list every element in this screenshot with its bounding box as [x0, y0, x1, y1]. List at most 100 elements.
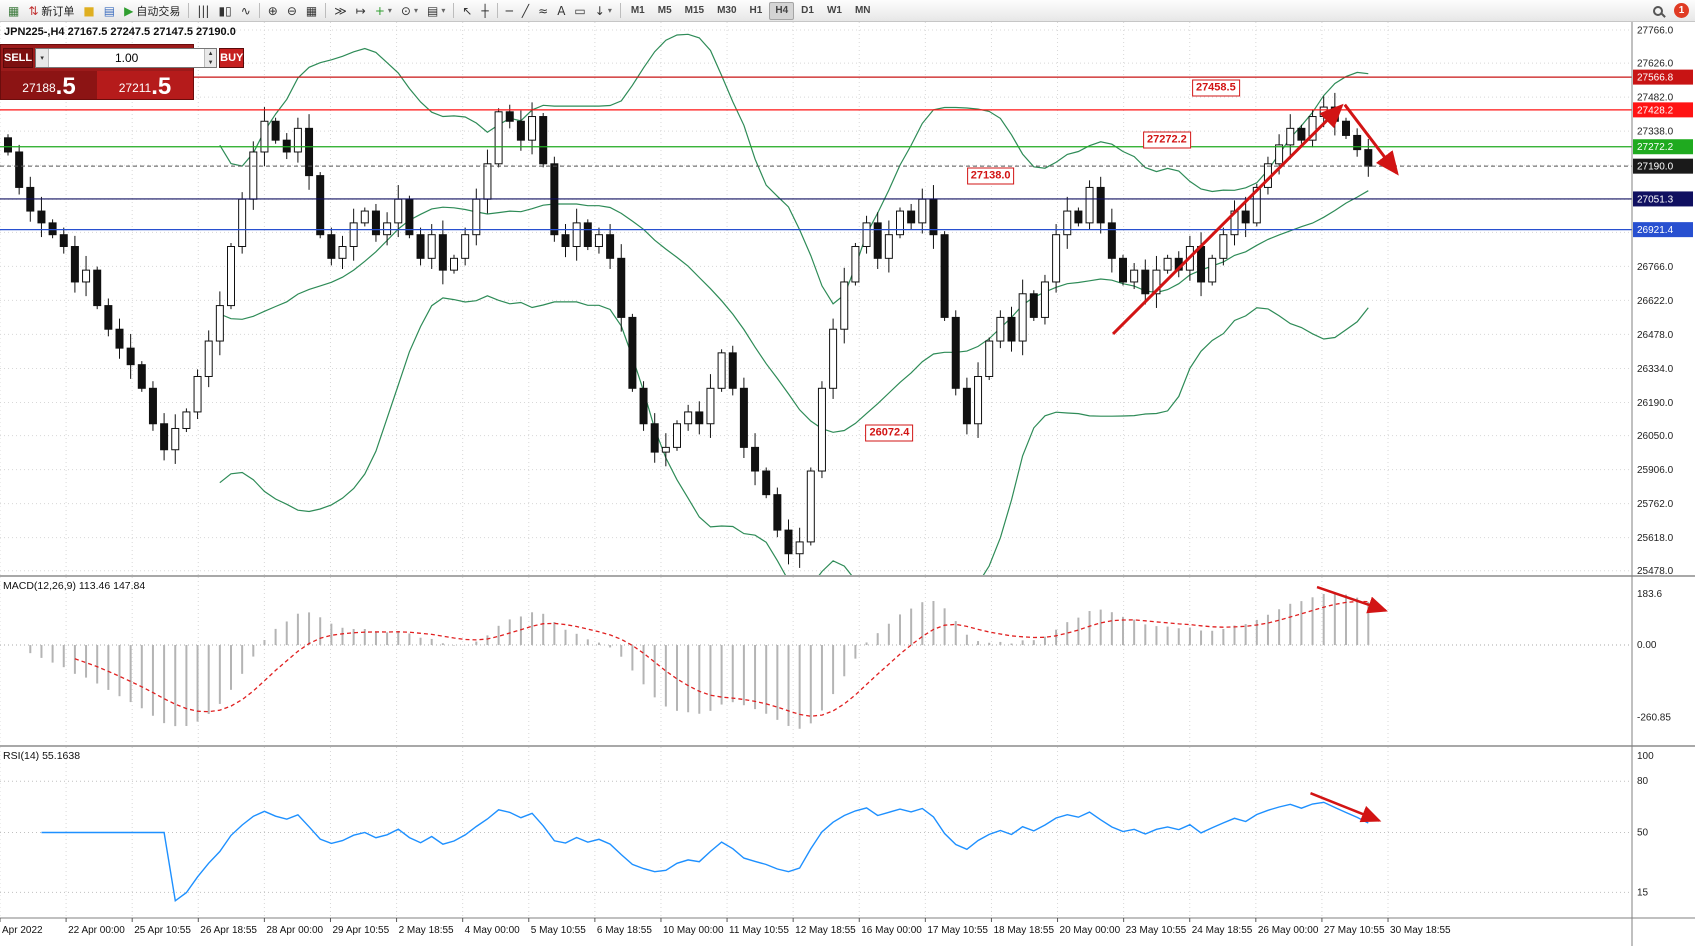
price-annotation[interactable]: 26072.4 — [865, 424, 914, 442]
periods-button[interactable]: ⊙ ▾ — [397, 2, 422, 20]
timeframe-h4[interactable]: H4 — [769, 1, 795, 20]
zoom-out-button[interactable]: ⊖ — [283, 2, 301, 20]
svg-text:26190.0: 26190.0 — [1637, 398, 1674, 409]
svg-text:28 Apr 00:00: 28 Apr 00:00 — [266, 925, 323, 936]
timeframe-m5[interactable]: M5 — [657, 5, 672, 16]
profiles-button[interactable]: ▤ — [100, 2, 119, 20]
trendline-button[interactable]: ╱ — [518, 2, 533, 20]
buy-price-main: 27211 — [118, 81, 152, 95]
svg-text:50: 50 — [1637, 828, 1649, 839]
autotrading-button[interactable]: ▶ 自动交易 — [120, 2, 184, 20]
panel-splitter[interactable] — [0, 575, 1695, 577]
auto-scroll-button[interactable]: ≫ — [330, 2, 351, 20]
svg-text:29 Apr 10:55: 29 Apr 10:55 — [332, 925, 389, 936]
volume-field: ▾ ▲ ▼ — [35, 48, 218, 68]
sell-price-main: 27188 — [22, 81, 56, 95]
auto-scroll-icon: ≫ — [334, 3, 347, 18]
macd-indicator-label: MACD(12,26,9) 113.46 147.84 — [3, 580, 146, 592]
trade-controls-row: SELL ▾ ▲ ▼ BUY — [1, 45, 245, 71]
svg-text:16 May 00:00: 16 May 00:00 — [861, 925, 922, 936]
buy-price[interactable]: 27211.5 — [97, 71, 193, 99]
price-annotation[interactable]: 27138.0 — [966, 167, 1015, 185]
svg-text:183.6: 183.6 — [1637, 589, 1662, 600]
sell-button[interactable]: SELL — [3, 48, 34, 68]
horizontal-line-button[interactable]: ─ — [502, 2, 517, 20]
timeframe-mn[interactable]: MN — [854, 5, 871, 16]
timeframe-h1[interactable]: H1 — [749, 5, 763, 16]
candlestick-chart-button[interactable]: ▮▯ — [214, 2, 235, 20]
time-axis[interactable]: Apr 2022 22 Apr 00:00 25 Apr 10:55 26 Apr 1… — [0, 918, 1451, 936]
line-chart-button[interactable]: ∿ — [237, 2, 255, 20]
svg-text:30 May 18:55: 30 May 18:55 — [1390, 925, 1451, 936]
zoom-in-button[interactable]: ⊕ — [264, 2, 282, 20]
profiles-icon: ▤ — [103, 3, 116, 18]
timeframe-d1[interactable]: D1 — [801, 5, 814, 16]
trend-arrow-rsi[interactable] — [1310, 792, 1382, 823]
svg-text:80: 80 — [1637, 776, 1649, 787]
bar-chart-icon: ||| — [197, 3, 210, 18]
bollinger-bands[interactable] — [219, 33, 1369, 600]
svg-text:27 May 10:55: 27 May 10:55 — [1324, 925, 1385, 936]
text-icon: A — [557, 3, 566, 18]
cursor-icon: ↖ — [462, 3, 473, 18]
search-icon[interactable] — [1653, 5, 1663, 16]
toolbar-separator — [496, 3, 498, 18]
bar-chart-button[interactable]: ||| — [193, 2, 213, 20]
svg-text:25478.0: 25478.0 — [1637, 566, 1674, 577]
indicators-button[interactable]: + ▾ — [371, 2, 396, 20]
chart-canvas[interactable]: 27766.027626.027482.027338.027194.027050… — [0, 22, 1695, 946]
text-label-icon: ▭ — [574, 3, 586, 18]
fibonacci-icon: ≈ — [538, 3, 549, 18]
order-type-dropdown-button[interactable]: ▾ — [36, 49, 50, 67]
svg-text:27566.8: 27566.8 — [1637, 73, 1674, 84]
fibonacci-button[interactable]: ≈ — [534, 2, 552, 20]
macd-signal-line — [74, 600, 1369, 717]
trend-arrow[interactable] — [1111, 103, 1344, 336]
panel-splitter[interactable] — [0, 745, 1695, 747]
buy-button[interactable]: BUY — [219, 48, 245, 68]
new-order-button[interactable]: ⇅ 新订单 — [24, 2, 78, 20]
timeframe-m30[interactable]: M30 — [717, 5, 737, 16]
svg-text:26334.0: 26334.0 — [1637, 364, 1674, 375]
templates-button[interactable]: ▤ ▾ — [423, 2, 449, 20]
sell-price-big-digit: .5 — [55, 73, 76, 100]
timeframe-w1[interactable]: W1 — [826, 5, 842, 16]
price-annotation[interactable]: 27272.2 — [1142, 131, 1191, 149]
chart-shift-button[interactable]: ↦ — [352, 2, 370, 20]
svg-text:15: 15 — [1637, 887, 1649, 898]
candles-layer[interactable] — [4, 92, 1373, 568]
sell-price[interactable]: 27188.5 — [1, 71, 97, 99]
arrows-icon: ↓ — [594, 3, 605, 18]
price-annotation[interactable]: 27458.5 — [1191, 79, 1240, 97]
svg-text:26050.0: 26050.0 — [1637, 431, 1674, 442]
trend-arrow[interactable] — [1343, 103, 1399, 176]
svg-text:20 May 00:00: 20 May 00:00 — [1060, 925, 1121, 936]
volume-down-button[interactable]: ▼ — [204, 58, 217, 67]
svg-text:27482.0: 27482.0 — [1637, 93, 1674, 104]
trend-arrow-macd[interactable] — [1316, 585, 1388, 614]
new-chart-button[interactable]: ▦ — [4, 2, 23, 20]
tile-windows-icon: ▦ — [305, 3, 318, 18]
toolbar-separator — [453, 3, 455, 18]
price-tag: 27272.2 — [1633, 139, 1693, 155]
notification-badge[interactable]: 1 — [1674, 3, 1689, 18]
templates-icon: ▤ — [427, 3, 439, 18]
text-button[interactable]: A — [553, 2, 569, 20]
svg-text:25618.0: 25618.0 — [1637, 533, 1674, 544]
volume-input[interactable] — [49, 49, 205, 67]
text-label-button[interactable]: ▭ — [570, 2, 589, 20]
tile-windows-button[interactable]: ▦ — [302, 2, 321, 20]
arrows-button[interactable]: ↓ ▾ — [591, 2, 616, 20]
crosshair-button[interactable]: ┼ — [477, 2, 492, 20]
market-watch-button[interactable]: ■ — [79, 2, 98, 20]
toolbar-separator — [258, 3, 260, 18]
chart-window: 27766.027626.027482.027338.027194.027050… — [0, 22, 1695, 946]
volume-up-button[interactable]: ▲ — [204, 49, 217, 58]
rsi-indicator-label: RSI(14) 55.1638 — [3, 750, 81, 762]
svg-text:12 May 18:55: 12 May 18:55 — [795, 925, 856, 936]
timeframe-m15[interactable]: M15 — [684, 5, 705, 16]
timeframe-m1[interactable]: M1 — [630, 5, 645, 16]
buy-price-big-digit: .5 — [151, 73, 172, 100]
price-tag: 27051.3 — [1633, 191, 1693, 207]
cursor-button[interactable]: ↖ — [458, 2, 476, 20]
